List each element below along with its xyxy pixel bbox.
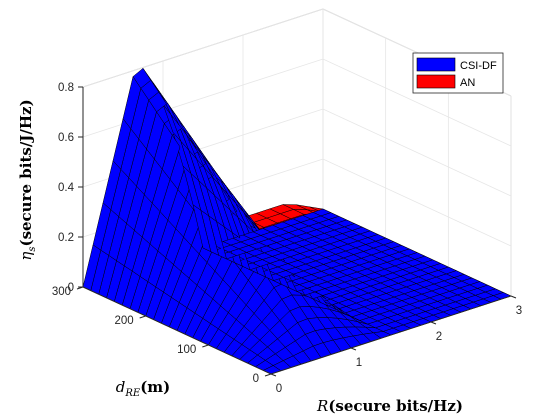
csi-df-surface xyxy=(82,68,512,375)
z-tick-label-2: 0.4 xyxy=(58,182,75,194)
axis-line-1 xyxy=(82,286,272,375)
z-tick-label-0: 0 xyxy=(68,282,74,294)
x-tick-label-2: 2 xyxy=(436,331,442,343)
y-tick-mark-1 xyxy=(202,344,209,348)
x-tick-mark-3 xyxy=(510,295,517,299)
y-tick-mark-0 xyxy=(264,373,272,377)
legend-swatch-an xyxy=(416,74,456,89)
y-tick-label-2: 200 xyxy=(114,315,133,327)
x-tick-mark-0 xyxy=(270,373,277,377)
y-tick-label-1: 100 xyxy=(177,344,196,356)
x-tick-label-0: 0 xyxy=(276,383,282,395)
y-tick-label-3: 300 xyxy=(52,286,71,298)
z-tick-label-4: 0.8 xyxy=(58,82,74,94)
x-axis-label: R(secure bits/Hz) xyxy=(316,397,463,415)
y-tick-mark-2 xyxy=(139,315,146,319)
x-tick-label-1: 1 xyxy=(356,357,362,369)
legend: CSI-DF AN xyxy=(412,52,504,94)
y-axis-label: dRE(m) xyxy=(116,378,171,399)
legend-label-csi-df: CSI-DF xyxy=(460,60,497,72)
x-tick-label-3: 3 xyxy=(516,305,522,317)
z-axis-label: ηs(secure bits/J/Hz) xyxy=(17,99,38,260)
z-tick-label-1: 0.2 xyxy=(58,232,74,244)
legend-swatch-csi-df xyxy=(416,57,456,72)
axis-line-0 xyxy=(270,295,512,375)
legend-label-an: AN xyxy=(460,77,475,89)
z-tick-label-3: 0.6 xyxy=(58,132,74,144)
x-tick-mark-1 xyxy=(350,347,357,351)
x-tick-mark-2 xyxy=(430,321,437,325)
y-tick-label-0: 0 xyxy=(253,373,259,385)
